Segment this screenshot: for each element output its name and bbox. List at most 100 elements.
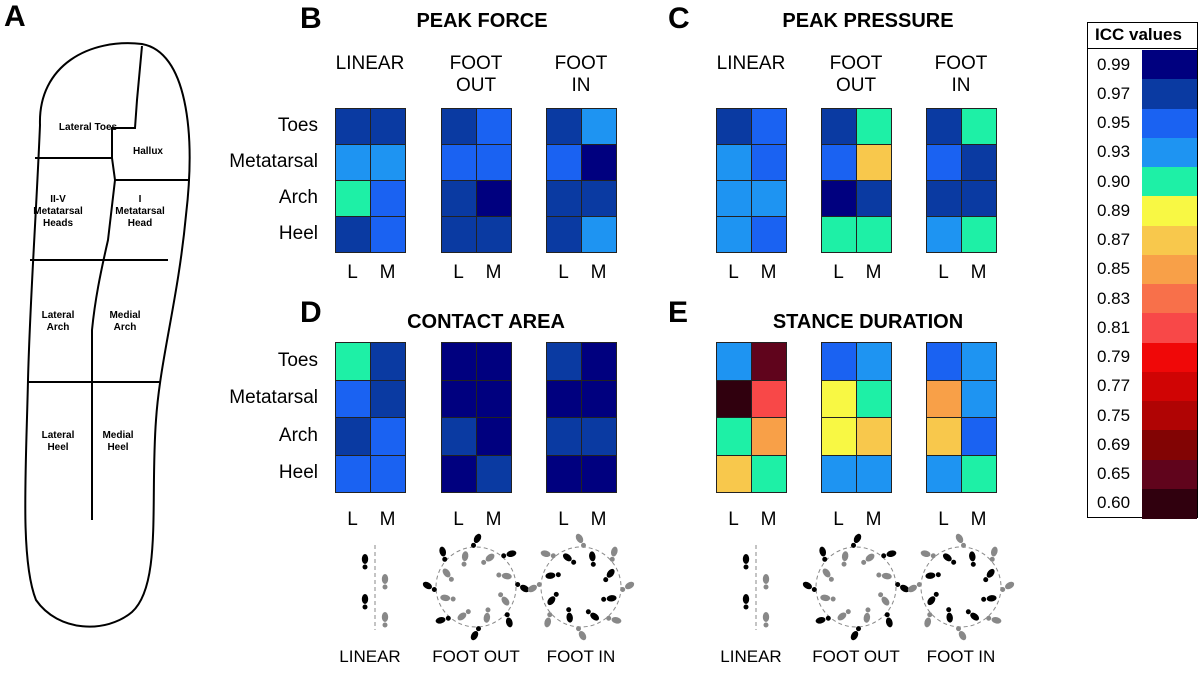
footprint [828,576,834,582]
legend-label: 0.75 [1097,405,1131,425]
heatmap-cell [821,379,857,418]
footprint [970,561,976,567]
footprint [886,550,897,558]
heatmap-cell [961,454,997,493]
heatmap-cell [926,379,962,418]
footprint [609,556,615,562]
gait-shape [422,581,437,592]
footprint [981,596,987,602]
heatmap-cell [581,417,617,456]
gait-shape [361,594,369,610]
heatmap-cell [751,342,787,381]
footprint [930,553,936,559]
footprint [876,572,882,578]
gait-shape [504,612,513,628]
heatmap-cell [441,379,477,418]
region-label: I Metatarsal Head [115,194,165,229]
heatmap-cell [926,417,962,456]
region-label: Lateral Arch [41,310,75,333]
column-label: M [760,262,777,283]
heatmap-cell [821,454,857,493]
footprint [983,577,989,583]
gait-shape [575,533,586,548]
gait-shape [496,572,512,580]
heatmap-cell [716,342,752,381]
gait-shape [601,595,617,602]
footprint [442,556,448,562]
footprint [815,616,826,624]
heatmap-cell [856,180,892,217]
heatmap-cell [546,180,582,217]
footprint [925,572,936,579]
footprint [865,607,871,613]
footprint [442,568,451,578]
heatmap-cell [335,417,371,456]
gait-shape [986,615,1002,624]
heatmap-cell [961,108,997,145]
gait-shape [851,533,862,548]
heatmap-cell [581,379,617,418]
gait-shape [501,550,517,559]
gait-shape [1000,581,1015,592]
footprint [762,612,770,622]
heatmap-cell [335,144,371,181]
gait-shape [920,550,936,559]
gait-shape [585,609,600,621]
footprint [837,612,847,621]
gait-shape [620,581,635,592]
gait-shape [822,568,834,582]
gait-shape [969,551,976,567]
heatmap-cell [546,216,582,253]
heatmap-cell [856,342,892,381]
heatmap-cell [926,454,962,493]
footprint [895,582,901,587]
legend-label: 0.69 [1097,434,1131,454]
heatmap-cell [961,144,997,181]
footprint [571,559,577,565]
footprint [946,612,953,623]
heatmap-cell [546,454,582,493]
column-label: M [865,509,882,530]
legend-label: 0.89 [1097,200,1131,220]
footprint [863,612,871,623]
legend-swatch [1142,430,1197,460]
row-label: Toes [277,349,318,371]
gait-shape [471,533,482,548]
footprint [865,553,875,562]
heatmap-cell [821,417,857,456]
column-label: L [938,262,949,283]
footprint [763,584,769,590]
column-label: L [728,262,739,283]
gait-shape [435,615,451,624]
gait-shape [815,546,897,628]
gait-shape [815,615,831,624]
legend-label: 0.99 [1097,54,1131,74]
legend-swatch [1142,225,1197,256]
gait-shape [841,551,849,567]
legend-swatch [1142,371,1197,402]
footprint [610,546,618,557]
region-label: Medial Heel [102,430,134,453]
footprint [830,596,836,602]
footprint [501,553,507,559]
footprint [590,561,596,567]
footprint [361,594,369,604]
condition-label: LINEAR [716,53,786,74]
heatmap-cell [370,417,406,456]
gait-shape [576,626,587,641]
footprint [439,546,447,557]
column-label: L [728,509,739,530]
gait-shape [742,554,750,570]
heatmap-cell [370,108,406,145]
gait-shape [924,612,933,628]
heatmap-cell [335,454,371,493]
footprint [461,551,469,562]
gait-shape [837,609,851,621]
heatmap-cell [476,417,512,456]
column-label: M [485,509,502,530]
legend-swatch [1142,108,1197,139]
footprint [361,554,369,564]
gait-shape [483,607,491,623]
heatmap-cell [821,180,857,217]
legend-swatch [1142,401,1197,431]
